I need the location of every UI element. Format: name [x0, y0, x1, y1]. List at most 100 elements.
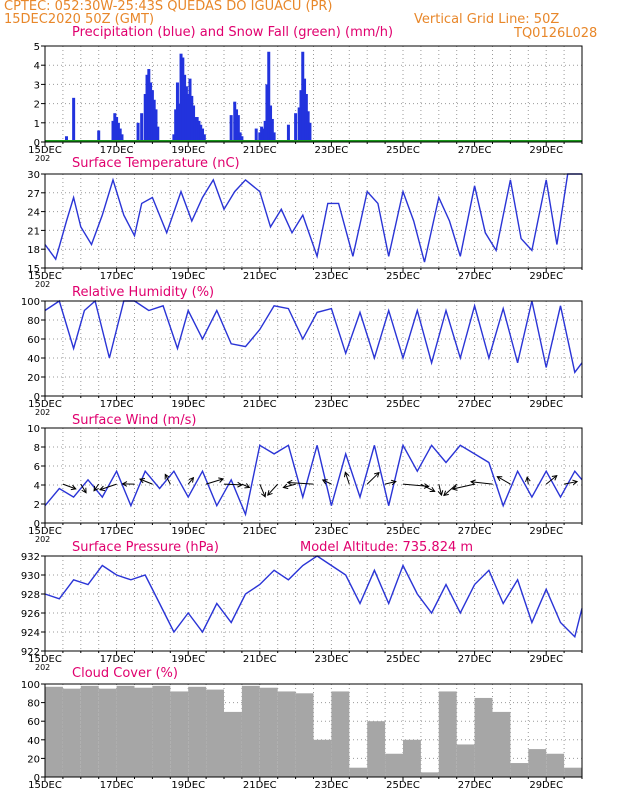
cloud-bar	[80, 685, 99, 777]
precip-bar	[297, 107, 301, 142]
x-tick-label: 27DEC	[458, 654, 492, 665]
y-tick-label: 80	[27, 316, 40, 327]
cloud-cover-title: Cloud Cover (%)	[72, 666, 178, 681]
wind-arrow-head	[267, 490, 273, 496]
cloud-bar	[241, 685, 260, 777]
wind-title: Surface Wind (m/s)	[72, 413, 196, 428]
temperature-line	[44, 173, 582, 263]
wind-arrow	[443, 483, 458, 496]
y-tick-label: 60	[27, 717, 40, 728]
wind-arrow-head	[188, 476, 195, 483]
y-tick-label: 100	[21, 297, 40, 308]
x-tick-label: 23DEC	[315, 780, 349, 791]
precip-bar	[115, 117, 119, 142]
x-tick-label: 27DEC	[458, 271, 492, 282]
precip-bar	[236, 115, 240, 142]
x-tick-label: 17DEC	[100, 654, 134, 665]
x-year-fragment: 202	[35, 280, 50, 289]
y-tick-label: 1	[34, 119, 40, 130]
precip-bar	[72, 97, 76, 142]
precip-bar	[174, 109, 178, 142]
precip-bar	[184, 86, 188, 142]
wind-arrow	[267, 483, 279, 496]
precip-bar	[301, 51, 305, 143]
precip-bar	[267, 51, 271, 143]
wind-arrow-head	[321, 479, 328, 485]
wind-arrow	[526, 477, 529, 485]
x-year-fragment: 202	[35, 408, 50, 417]
y-tick-label: 60	[27, 335, 40, 346]
y-tick-label: 21	[27, 226, 40, 237]
wind-arrow-head	[237, 481, 243, 488]
x-tick-label: 21DEC	[243, 145, 277, 156]
x-tick-label: 21DEC	[243, 654, 277, 665]
x-tick-label: 21DEC	[243, 271, 277, 282]
wind-arrow	[259, 483, 266, 498]
wind-arrow-head	[423, 483, 430, 489]
wind-arrow	[287, 481, 314, 485]
x-tick-label: 25DEC	[386, 399, 420, 410]
wind-arrow-head	[81, 487, 87, 494]
wind-arrow	[62, 483, 76, 490]
precip-bar	[270, 118, 274, 142]
precip-bar	[147, 69, 151, 142]
cloud-bar	[152, 685, 171, 777]
x-tick-label: 19DEC	[171, 271, 205, 282]
precip-bar	[190, 95, 194, 142]
wind-arrow	[384, 480, 396, 485]
y-tick-label: 926	[21, 609, 40, 620]
precip-bar	[229, 115, 233, 142]
precip-bar	[149, 82, 153, 142]
precip-bar	[97, 130, 101, 142]
wind-arrow	[187, 477, 194, 485]
wind-arrow-head	[121, 481, 128, 487]
precip-bar	[111, 120, 115, 142]
precip-bar	[258, 132, 262, 142]
precip-bar	[172, 134, 176, 142]
x-tick-label: 15DEC	[28, 271, 62, 282]
wind-arrow-head	[469, 479, 476, 486]
y-tick-label: 4	[34, 61, 40, 72]
precip-bar	[265, 84, 269, 142]
model-altitude-label: Model Altitude: 735.824 m	[300, 540, 473, 555]
x-year-fragment: 202	[35, 154, 50, 163]
wind-arrow	[205, 478, 224, 485]
x-tick-label: 25DEC	[386, 526, 420, 537]
precip-bar	[306, 111, 310, 142]
precip-bar	[186, 94, 190, 142]
wind-arrow-head	[451, 485, 458, 491]
wind-arrow	[322, 479, 332, 485]
wind-arrow	[80, 483, 87, 494]
cloud-bar	[528, 749, 547, 777]
y-tick-label: 24	[27, 208, 40, 219]
x-tick-label: 29DEC	[529, 780, 563, 791]
cloud-bar	[116, 685, 135, 777]
wind-arrow-head	[429, 486, 436, 492]
y-tick-label: 5	[34, 42, 40, 53]
x-year-fragment: 202	[35, 663, 50, 672]
precip-bar	[197, 120, 201, 142]
x-tick-label: 21DEC	[243, 780, 277, 791]
x-tick-label: 27DEC	[458, 399, 492, 410]
precip-bar	[179, 53, 183, 142]
x-tick-label: 23DEC	[315, 399, 349, 410]
precip-bar	[120, 134, 124, 142]
cloud-bar	[564, 767, 582, 777]
x-tick-label: 17DEC	[100, 526, 134, 537]
cloud-bar	[331, 691, 350, 777]
precip-bar	[183, 74, 187, 142]
wind-arrow	[99, 483, 117, 491]
precipitation-title: Precipitation (blue) and Snow Fall (gree…	[72, 25, 393, 40]
wind-arrow	[438, 484, 442, 496]
y-tick-label: 100	[21, 680, 40, 691]
y-tick-label: 80	[27, 699, 40, 710]
y-tick-label: 20	[27, 754, 40, 765]
x-tick-label: 23DEC	[315, 654, 349, 665]
cloud-bar	[349, 767, 368, 777]
wind-arrow-head	[282, 483, 289, 490]
y-tick-label: 0	[34, 773, 40, 784]
x-tick-label: 29DEC	[529, 526, 563, 537]
y-tick-label: 2	[34, 100, 40, 111]
wind-arrow	[223, 483, 242, 486]
y-tick-label: 2	[34, 500, 40, 511]
